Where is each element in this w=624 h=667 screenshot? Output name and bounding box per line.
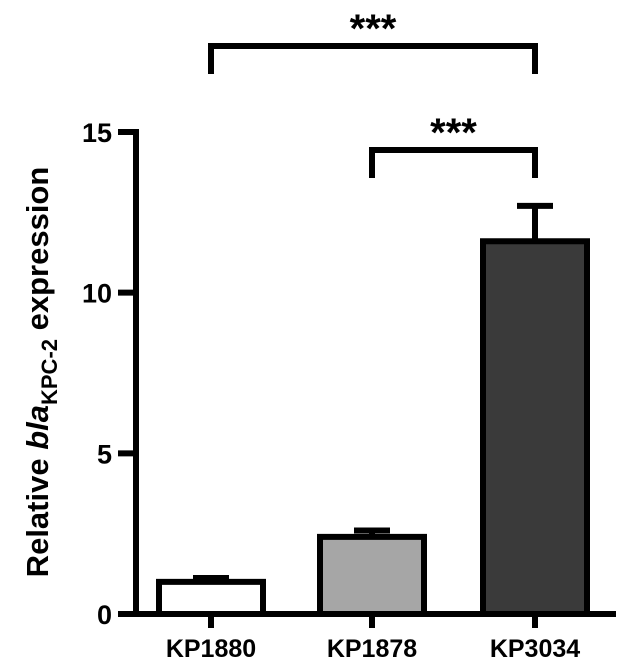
y-tick-label-10: 10 (82, 279, 112, 309)
significance-bracket-2 (369, 147, 538, 178)
significance-label-2: *** (430, 111, 477, 155)
x-tick-label-kp1878: KP1878 (327, 635, 417, 663)
y-tick-label-5: 5 (97, 439, 112, 469)
significance-bracket-1 (208, 43, 538, 74)
significance-brackets: *** *** (208, 7, 538, 178)
y-axis-label-suffix: expression (20, 167, 55, 339)
bar-kp1878 (317, 533, 427, 618)
x-tick-label-kp3034: KP3034 (490, 635, 580, 663)
category-labels: KP1880 KP1878 KP3034 (166, 614, 580, 663)
x-tick-label-kp1880: KP1880 (166, 635, 256, 663)
y-tick-label-0: 0 (97, 600, 112, 630)
y-axis-label-prefix: Relative (20, 450, 55, 578)
bars (156, 238, 590, 618)
bar-kp3034 (480, 238, 590, 617)
y-axis-label: Relative blaKPC-2 expression (20, 167, 62, 578)
y-axis-label-italic: bla (20, 405, 55, 450)
y-axis-label-subscript: KPC-2 (37, 339, 62, 405)
error-bars (193, 202, 553, 582)
bar-kp1880 (156, 578, 266, 617)
significance-label-1: *** (350, 7, 397, 51)
y-axis-ticks: 0 5 10 15 (82, 118, 136, 630)
y-tick-label-15: 15 (82, 118, 112, 148)
